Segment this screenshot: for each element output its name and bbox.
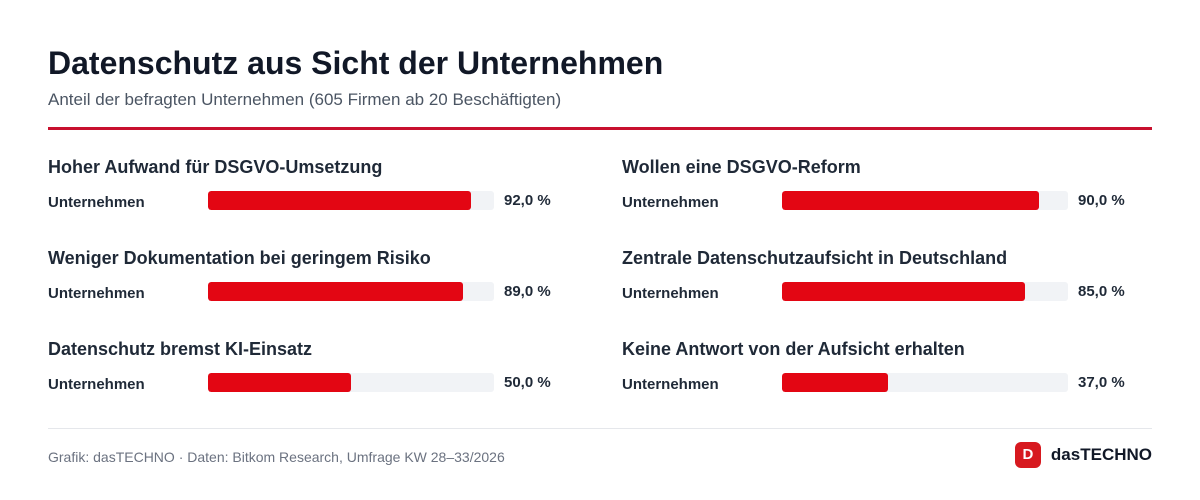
- bar-track: [208, 373, 494, 392]
- bar-category-label: Unternehmen: [622, 376, 719, 393]
- bar-panel-3: Weniger Dokumentation bei geringem Risik…: [48, 247, 568, 319]
- bar-value-label: 50,0 %: [504, 374, 551, 391]
- bar-track: [208, 191, 494, 210]
- bar-track: [782, 282, 1068, 301]
- bar-panel-4: Zentrale Datenschutzaufsicht in Deutschl…: [622, 247, 1142, 319]
- bar-panel-1: Hoher Aufwand für DSGVO-Umsetzung Untern…: [48, 156, 568, 228]
- bar-panel-5: Datenschutz bremst KI-Einsatz Unternehme…: [48, 338, 568, 410]
- bar: [782, 191, 1040, 210]
- bar-value-label: 37,0 %: [1078, 374, 1125, 391]
- bar: [782, 373, 888, 392]
- panel-title: Keine Antwort von der Aufsicht erhalten: [622, 339, 965, 359]
- bar-value-label: 90,0 %: [1078, 192, 1125, 209]
- chart-title: Datenschutz aus Sicht der Unternehmen: [48, 45, 664, 81]
- bar-category-label: Unternehmen: [622, 194, 719, 211]
- bar-track: [782, 373, 1068, 392]
- bar-value-label: 85,0 %: [1078, 283, 1125, 300]
- panel-title: Zentrale Datenschutzaufsicht in Deutschl…: [622, 248, 1008, 268]
- panel-title: Datenschutz bremst KI-Einsatz: [48, 339, 313, 359]
- bar-category-label: Unternehmen: [48, 194, 145, 211]
- panel-title: Wollen eine DSGVO-Reform: [622, 157, 861, 177]
- bar-category-label: Unternehmen: [622, 285, 719, 302]
- bar-panel-2: Wollen eine DSGVO-Reform Unternehmen 90,…: [622, 156, 1142, 228]
- bar: [208, 191, 472, 210]
- source-note: Grafik: dasTECHNO · Daten: Bitkom Resear…: [48, 449, 505, 465]
- panel-title: Weniger Dokumentation bei geringem Risik…: [48, 248, 431, 268]
- panel-title: Hoher Aufwand für DSGVO-Umsetzung: [48, 157, 383, 177]
- bar-category-label: Unternehmen: [48, 285, 145, 302]
- brand-badge-icon: D: [1014, 442, 1041, 468]
- brand-name: dasTECHNO: [1050, 445, 1152, 464]
- bar: [208, 373, 351, 392]
- bar-category-label: Unternehmen: [48, 376, 145, 393]
- bar-value-label: 92,0 %: [504, 192, 551, 209]
- bar-track: [208, 282, 494, 301]
- footer-divider: [48, 428, 1152, 429]
- header-divider: [48, 127, 1152, 130]
- bar-value-label: 89,0 %: [504, 283, 551, 300]
- bar: [782, 282, 1026, 301]
- bar-track: [782, 191, 1068, 210]
- bar-panel-6: Keine Antwort von der Aufsicht erhalten …: [622, 338, 1142, 410]
- brand-logo: D dasTECHNO: [1014, 442, 1152, 468]
- bar: [208, 282, 463, 301]
- chart-subtitle: Anteil der befragten Unternehmen (605 Fi…: [48, 90, 562, 109]
